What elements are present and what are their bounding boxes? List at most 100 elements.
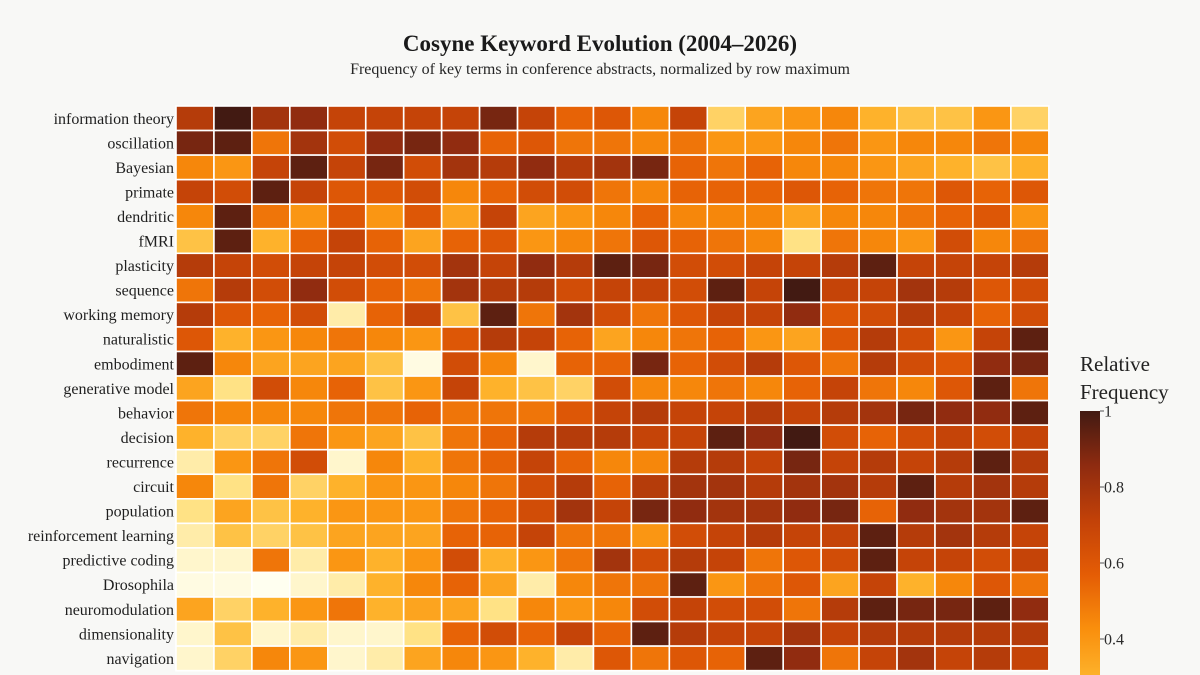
heatmap-cell <box>402 399 443 426</box>
heatmap-cell <box>934 620 974 647</box>
heatmap-cell <box>516 596 557 623</box>
heatmap-cell <box>440 547 481 574</box>
heatmap-cell <box>630 178 671 205</box>
heatmap-cell <box>478 620 519 647</box>
heatmap-cell <box>175 105 215 132</box>
heatmap-cell <box>858 252 898 279</box>
heatmap-cell <box>478 129 519 156</box>
heatmap-cell <box>744 350 785 377</box>
heatmap-cell <box>1010 596 1050 623</box>
heatmap-cell <box>782 375 822 402</box>
heatmap-cell <box>1010 129 1050 156</box>
heatmap-cell <box>516 399 557 426</box>
heatmap-cell <box>440 399 481 426</box>
heatmap-cell <box>896 301 936 328</box>
heatmap-cell <box>592 424 633 451</box>
heatmap-cell <box>934 326 974 353</box>
heatmap-cell <box>364 105 405 132</box>
heatmap-cell <box>934 473 974 500</box>
heatmap-cell <box>289 620 329 647</box>
heatmap-cell <box>858 154 898 181</box>
y-tick-label: decision <box>121 430 174 447</box>
heatmap-cell <box>972 424 1012 451</box>
heatmap-cell <box>516 203 557 230</box>
heatmap-cell <box>1010 448 1050 476</box>
heatmap-cell <box>782 227 822 255</box>
heatmap-cell <box>213 645 253 672</box>
heatmap-cell <box>478 301 519 328</box>
heatmap-cell <box>592 620 633 647</box>
heatmap-cell <box>782 252 822 279</box>
heatmap-cell <box>478 497 519 525</box>
heatmap-cell <box>630 350 671 377</box>
heatmap-cell <box>326 571 367 598</box>
heatmap-cell <box>289 424 329 451</box>
heatmap-cell <box>820 448 860 476</box>
heatmap-cell <box>402 277 443 304</box>
heatmap-cell <box>820 129 860 156</box>
heatmap-cell <box>326 399 367 426</box>
heatmap-cell <box>782 473 822 500</box>
heatmap-cell <box>213 178 253 205</box>
heatmap-cell <box>364 301 405 328</box>
heatmap-cell <box>1010 326 1050 353</box>
heatmap-cell <box>289 522 329 549</box>
heatmap-cell <box>858 448 898 476</box>
heatmap-cell <box>402 571 443 598</box>
heatmap-cell <box>934 424 974 451</box>
heatmap-cell <box>402 154 443 181</box>
heatmap-cell <box>440 497 481 525</box>
heatmap-cell <box>706 571 747 598</box>
heatmap-cell <box>478 203 519 230</box>
heatmap-cell <box>858 571 898 598</box>
heatmap-cell <box>516 522 557 549</box>
heatmap-cell <box>782 105 822 132</box>
heatmap-cell <box>668 203 709 230</box>
heatmap-cell <box>213 350 253 377</box>
heatmap-cell <box>668 547 709 574</box>
y-tick-label: fMRI <box>138 234 174 251</box>
heatmap-cell <box>440 473 481 500</box>
heatmap-cell <box>289 547 329 574</box>
heatmap-cell <box>516 620 557 647</box>
heatmap-cell <box>326 596 367 623</box>
heatmap-cell <box>364 571 405 598</box>
heatmap-cell <box>706 596 747 623</box>
heatmap-cell <box>706 399 747 426</box>
heatmap-cell <box>554 620 595 647</box>
heatmap-cell <box>896 326 936 353</box>
heatmap-cell <box>668 129 709 156</box>
heatmap-cell <box>554 277 595 304</box>
heatmap-cell <box>175 571 215 598</box>
heatmap-cell <box>364 645 405 672</box>
heatmap-cell <box>630 473 671 500</box>
heatmap-cell <box>820 178 860 205</box>
heatmap-cell <box>972 350 1012 377</box>
heatmap-cell <box>251 547 291 574</box>
y-tick-label: predictive coding <box>62 553 174 570</box>
y-tick-label: reinforcement learning <box>28 528 174 545</box>
heatmap-cell <box>213 375 253 402</box>
heatmap-cell <box>1010 522 1050 549</box>
heatmap-cell <box>820 596 860 623</box>
heatmap-cell <box>402 105 443 132</box>
heatmap-cell <box>896 522 936 549</box>
heatmap-cell <box>820 497 860 525</box>
heatmap-cell <box>364 277 405 304</box>
heatmap-cell <box>630 301 671 328</box>
heatmap-cell <box>782 301 822 328</box>
heatmap-cell <box>592 129 633 156</box>
heatmap-cell <box>706 326 747 353</box>
heatmap-cell <box>782 203 822 230</box>
heatmap-cell <box>326 497 367 525</box>
heatmap-cell <box>706 178 747 205</box>
heatmap-cell <box>592 203 633 230</box>
heatmap-cell <box>440 203 481 230</box>
heatmap-cell <box>972 448 1012 476</box>
heatmap-cell <box>782 129 822 156</box>
heatmap-cell <box>402 473 443 500</box>
heatmap-cell <box>478 178 519 205</box>
heatmap-cell <box>744 547 785 574</box>
heatmap-cell <box>440 301 481 328</box>
heatmap-cell <box>782 571 822 598</box>
